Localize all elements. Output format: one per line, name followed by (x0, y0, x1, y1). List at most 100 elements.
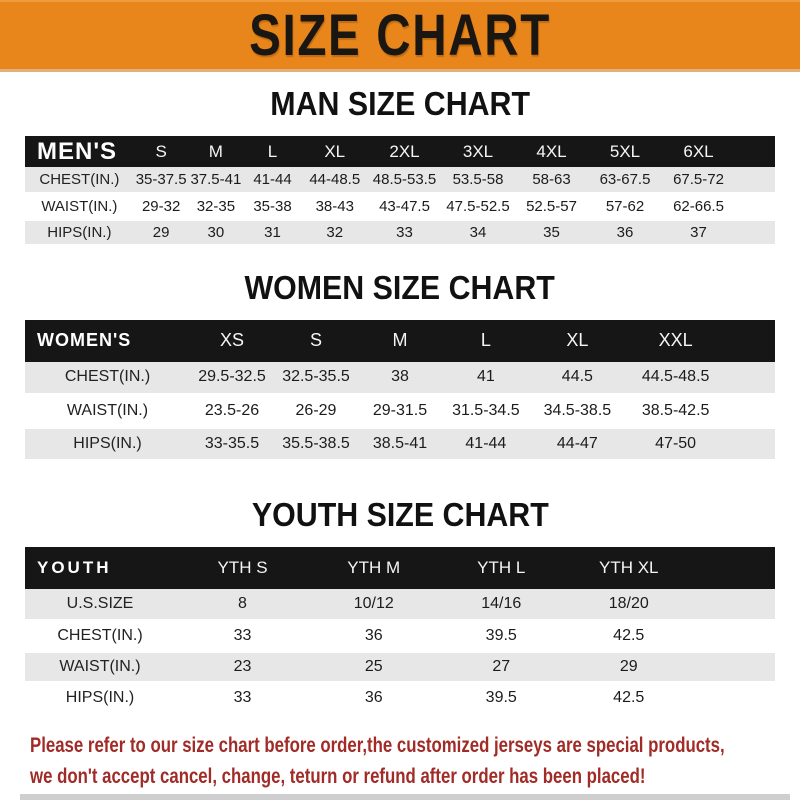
measurement-value: 39.5 (485, 688, 517, 706)
measurement-value: 25 (364, 657, 383, 675)
men-row-label: CHEST(IN.) (39, 170, 120, 188)
measurement-value: 41 (476, 368, 495, 386)
women-section-title-wrap: WOMEN SIZE CHART (0, 269, 800, 307)
measurement-value: 31.5-34.5 (452, 402, 520, 419)
measurement-value: 36 (364, 626, 383, 644)
youth-section-title-wrap: YOUTH SIZE CHART (0, 496, 800, 534)
measurement-value: 38 (391, 368, 409, 386)
spacer-cell (726, 362, 775, 395)
measurement-value: 44-48.5 (309, 170, 361, 188)
spacer-cell (735, 136, 775, 167)
youth-row-label: U.S.SIZE (66, 594, 134, 612)
measurement-value: 48.5-53.5 (372, 170, 437, 188)
measurement-value: 35 (543, 223, 560, 241)
youth-row-label: WAIST(IN.) (59, 657, 141, 675)
measurement-value: 31 (264, 223, 281, 241)
men-table-header-label: MEN'S (25, 136, 134, 167)
youth-size-table: YOUTH YTH S YTH M YTH L YTH XL U.S.SIZE 8 10/12… (25, 547, 775, 715)
women-column-header: XXL (625, 319, 727, 362)
spacer-cell (735, 219, 775, 245)
spacer-cell (693, 620, 776, 651)
men-size-table: MEN'S S M L XL 2XL 3XL 4XL 5XL 6XL CHEST(IN.) 35-37… (25, 136, 775, 247)
men-column-header: 6XL (661, 136, 736, 167)
table-row: CHEST(IN.) 29.5-32.5 32.5-35.5 38 41 44.5 44.5… (25, 361, 775, 395)
measurement-value: 47.5-52.5 (446, 197, 510, 215)
measurement-value: 52.5-57 (526, 197, 577, 215)
measurement-value: 39.5 (485, 626, 517, 644)
measurement-value: 34.5-38.5 (543, 402, 612, 419)
measurement-value: 32-35 (196, 197, 236, 215)
table-row: WAIST(IN.) 29-32 32-35 35-38 38-43 43-47.5 47.… (25, 193, 775, 219)
table-row: HIPS(IN.) 29 30 31 32 33 34 35 36 37 (25, 219, 775, 245)
men-column-header: 2XL (367, 136, 442, 167)
measurement-value: 23.5-26 (204, 402, 260, 419)
measurement-value: 23 (233, 657, 252, 675)
women-table-header-row: WOMEN'S XS S M L XL XXL (25, 319, 775, 362)
bottom-divider (20, 794, 790, 800)
measurement-value: 42.5 (613, 688, 645, 706)
measurement-value: 29.5-32.5 (198, 368, 266, 386)
spacer-cell (735, 167, 775, 193)
measurement-value: 29 (152, 223, 170, 241)
measurement-value: 57-62 (605, 197, 645, 215)
women-column-header: XL (529, 319, 625, 362)
men-column-header: 5XL (588, 136, 662, 167)
page-title: SIZE CHART (249, 3, 551, 68)
men-column-header: S (133, 136, 189, 167)
measurement-value: 38.5-41 (372, 435, 428, 452)
youth-section-title: YOUTH SIZE CHART (251, 496, 549, 533)
measurement-value: 18/20 (608, 594, 649, 612)
measurement-value: 47-50 (655, 435, 697, 452)
spacer-cell (693, 651, 776, 682)
measurement-value: 58-63 (532, 170, 571, 188)
youth-column-header: YTH L (437, 547, 565, 589)
spacer-cell (693, 682, 776, 713)
order-notice: Please refer to our size chart before or… (30, 730, 800, 792)
youth-row-label: HIPS(IN.) (65, 688, 135, 706)
men-column-header: M (188, 136, 244, 167)
women-column-header: S (274, 319, 358, 362)
measurement-value: 62-66.5 (673, 197, 724, 215)
size-chart-banner: SIZE CHART (0, 0, 800, 72)
youth-column-header: YTH XL (565, 547, 693, 589)
measurement-value: 35-37.5 (135, 170, 187, 188)
measurement-value: 26-29 (295, 402, 337, 419)
table-row: WAIST(IN.) 23.5-26 26-29 29-31.5 31.5-34.5 34… (25, 394, 775, 428)
spacer-cell (726, 395, 775, 428)
table-row: U.S.SIZE 8 10/12 14/16 18/20 (25, 589, 775, 620)
measurement-value: 44-47 (556, 435, 598, 452)
measurement-value: 36 (364, 688, 383, 706)
women-column-header: XS (190, 319, 274, 362)
table-row: HIPS(IN.) 33-35.5 35.5-38.5 38.5-41 41-44 44-… (25, 427, 775, 461)
measurement-value: 36 (616, 223, 634, 241)
youth-row-label: CHEST(IN.) (57, 626, 143, 644)
spacer-cell (726, 428, 775, 461)
men-column-header: 4XL (514, 136, 589, 167)
women-row-label: CHEST(IN.) (64, 368, 151, 386)
measurement-value: 44.5-48.5 (641, 368, 710, 386)
youth-column-header: YTH S (175, 547, 310, 589)
measurement-value: 33-35.5 (204, 435, 260, 452)
measurement-value: 53.5-58 (452, 170, 504, 188)
youth-table-header-label: YOUTH (25, 547, 175, 589)
measurement-value: 32 (326, 223, 344, 241)
measurement-value: 34 (469, 223, 487, 241)
measurement-value: 32.5-35.5 (282, 368, 350, 386)
measurement-value: 27 (492, 657, 511, 675)
measurement-value: 35.5-38.5 (282, 435, 350, 452)
men-row-label: WAIST(IN.) (41, 197, 118, 215)
measurement-value: 43-47.5 (379, 197, 430, 215)
measurement-value: 14/16 (481, 594, 522, 612)
women-table-header-label: WOMEN'S (25, 319, 190, 362)
table-row: HIPS(IN.) 33 36 39.5 42.5 (25, 682, 775, 713)
women-row-label: HIPS(IN.) (73, 435, 142, 452)
measurement-value: 42.5 (613, 626, 645, 644)
women-row-label: WAIST(IN.) (66, 402, 149, 419)
table-row: CHEST(IN.) 33 36 39.5 42.5 (25, 620, 775, 651)
women-column-header: M (358, 319, 442, 362)
measurement-value: 38.5-42.5 (641, 402, 710, 419)
measurement-value: 35-38 (253, 197, 292, 215)
measurement-value: 41-44 (465, 435, 507, 452)
measurement-value: 33 (233, 626, 252, 644)
measurement-value: 29-31.5 (372, 402, 428, 419)
